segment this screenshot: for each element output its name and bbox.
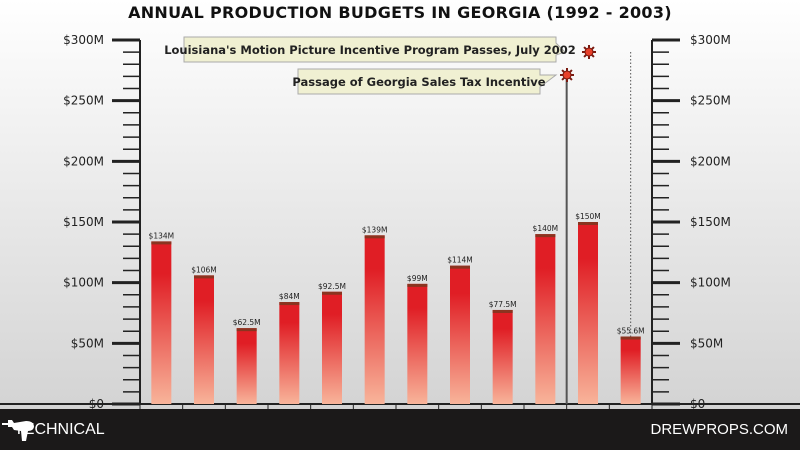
footer-brand[interactable]: DREWPROPS.COM: [650, 421, 788, 438]
annotation-text: Louisiana's Motion Picture Incentive Pro…: [164, 43, 576, 57]
bar-data-label: $106M: [191, 265, 217, 274]
footer-bar: TECHNICAL DREWPROPS.COM: [0, 409, 800, 450]
bar-data-label: $139M: [362, 225, 388, 234]
annotation-box: [297, 68, 558, 95]
ray-gun-icon: [2, 420, 34, 441]
bar-cap: [194, 275, 214, 279]
y-tick-label-right: $250M: [690, 94, 731, 108]
bar: [279, 302, 300, 404]
bar-data-label: $55.6M: [617, 327, 645, 336]
y-tick-label-right: $100M: [690, 276, 731, 290]
bar-cap: [578, 222, 598, 225]
marker-dot: [584, 47, 594, 57]
bar-data-label: $114M: [447, 256, 473, 265]
bar-data-label: $92.5M: [318, 282, 346, 291]
y-tick-label-left: $0: [89, 397, 104, 410]
bar-cap: [450, 265, 470, 269]
y-tick-label-left: $50M: [71, 336, 104, 350]
y-tick-label-right: $50M: [690, 336, 723, 350]
bar: [407, 283, 428, 404]
bar-chart: $0 $0 $50M $50M $100M $100M $150M $150M $200M $20…: [0, 33, 800, 410]
bar-cap: [364, 235, 385, 239]
bar-cap: [322, 291, 342, 295]
bar: [535, 234, 556, 404]
bar-cap: [151, 241, 172, 245]
chart-title: ANNUAL PRODUCTION BUDGETS IN GEORGIA (19…: [128, 3, 672, 22]
starburst-marker-icon: [582, 45, 596, 59]
y-tick-label-right: $200M: [690, 154, 731, 168]
bar-data-label: $62.5M: [233, 318, 261, 327]
bar-cap: [535, 234, 556, 238]
starburst-marker-icon: [560, 68, 574, 82]
marker-dot: [562, 70, 572, 80]
bar: [450, 265, 470, 404]
annotation-box: [183, 36, 566, 63]
bar: [151, 241, 172, 404]
footer-category: TECHNICAL: [14, 421, 105, 438]
y-tick-label-left: $100M: [63, 276, 104, 290]
bar-cap: [492, 309, 513, 313]
y-tick-label-left: $300M: [63, 33, 104, 47]
bar: [492, 309, 513, 404]
bar: [364, 235, 385, 404]
bar-data-label: $84M: [279, 292, 300, 301]
bar: [194, 275, 214, 404]
bar-cap: [279, 302, 300, 306]
bar: [578, 222, 598, 404]
y-tick-label-right: $300M: [690, 33, 731, 47]
annotation-text: Passage of Georgia Sales Tax Incentive: [292, 75, 545, 89]
y-tick-label-right: $0: [690, 397, 705, 410]
bar-data-label: $77.5M: [489, 300, 517, 309]
bar-cap: [407, 283, 428, 287]
bar: [236, 328, 257, 404]
bar-data-label: $134M: [149, 231, 175, 240]
bar-cap: [236, 328, 257, 332]
bar-data-label: $140M: [533, 224, 559, 233]
bar: [620, 336, 641, 404]
y-tick-label-right: $150M: [690, 215, 731, 229]
y-tick-label-left: $200M: [63, 154, 104, 168]
bar-cap: [620, 336, 641, 340]
bar: [322, 291, 342, 404]
y-tick-label-left: $250M: [63, 94, 104, 108]
bar-data-label: $150M: [575, 212, 601, 221]
bar-data-label: $99M: [407, 274, 428, 283]
y-tick-label-left: $150M: [63, 215, 104, 229]
